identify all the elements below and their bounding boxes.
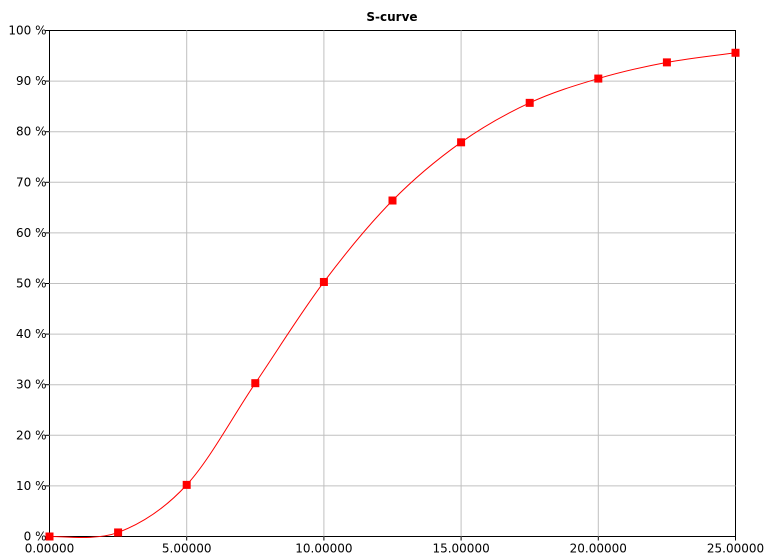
x-tick-label: 0.00000 — [25, 542, 75, 555]
y-tick-label: 30 % — [16, 378, 47, 392]
y-tick-label: 100 % — [8, 24, 46, 38]
data-point-marker — [662, 58, 671, 67]
data-point-marker — [457, 138, 466, 147]
y-tick-label: 10 % — [16, 479, 47, 493]
data-point-marker — [45, 532, 54, 541]
y-tick-label: 90 % — [16, 74, 47, 88]
y-tick-label: 40 % — [16, 327, 47, 341]
gridlines — [49, 30, 736, 537]
series — [45, 48, 740, 541]
x-tick-label: 25.00000 — [707, 542, 764, 555]
chart-title: S-curve — [366, 10, 417, 24]
y-tick-label: 60 % — [16, 226, 47, 240]
data-point-marker — [182, 480, 191, 489]
y-tick-label: 20 % — [16, 428, 47, 442]
x-tick-label: 15.00000 — [432, 542, 489, 555]
data-point-marker — [251, 379, 260, 388]
y-tick-label: 0 % — [24, 530, 47, 544]
axes: 0.00000 5.00000 10.00000 15.00000 20.00000 25… — [8, 24, 764, 555]
data-point-marker — [319, 277, 328, 286]
y-tick-label: 70 % — [16, 175, 47, 189]
x-tick-label: 10.00000 — [295, 542, 352, 555]
y-tick-label: 80 % — [16, 125, 47, 139]
data-point-marker — [114, 528, 123, 537]
data-point-marker — [388, 196, 397, 205]
y-tick-label: 50 % — [16, 277, 47, 291]
x-tick-label: 20.00000 — [570, 542, 627, 555]
series-line — [49, 52, 736, 538]
data-point-marker — [731, 48, 740, 57]
data-point-marker — [594, 74, 603, 83]
x-tick-label: 5.00000 — [162, 542, 212, 555]
data-point-marker — [525, 98, 534, 107]
